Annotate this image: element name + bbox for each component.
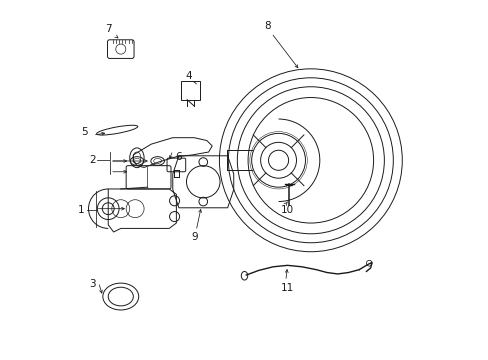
Text: 2: 2 bbox=[89, 155, 95, 165]
Text: 3: 3 bbox=[89, 279, 95, 289]
Text: 4: 4 bbox=[185, 71, 192, 81]
Text: 9: 9 bbox=[191, 232, 197, 242]
Text: 6: 6 bbox=[175, 152, 181, 162]
Bar bbox=[181, 81, 200, 100]
Text: 7: 7 bbox=[105, 24, 111, 35]
Text: 10: 10 bbox=[281, 206, 293, 216]
Text: 1: 1 bbox=[78, 206, 84, 216]
Text: 11: 11 bbox=[280, 283, 294, 293]
Text: 5: 5 bbox=[81, 127, 88, 136]
Text: 8: 8 bbox=[264, 21, 270, 31]
